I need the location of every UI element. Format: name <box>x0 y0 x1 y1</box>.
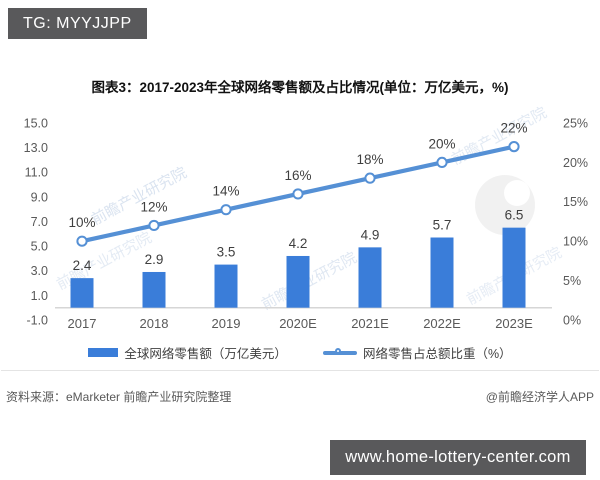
right-axis-tick: 10% <box>563 235 588 249</box>
right-axis-tick: 0% <box>563 313 581 327</box>
bar <box>214 264 238 308</box>
bar-value-label: 4.2 <box>289 236 308 251</box>
line-value-label: 12% <box>140 199 167 214</box>
left-axis-tick: 9.0 <box>31 190 48 204</box>
x-axis-category-label: 2020E <box>279 316 317 331</box>
bar-value-label: 6.5 <box>505 208 524 223</box>
right-axis-tick: 20% <box>563 156 588 170</box>
source-note: 资料来源：eMarketer 前瞻产业研究院整理 <box>6 390 232 404</box>
x-axis-category-label: 2017 <box>68 316 97 331</box>
left-axis-tick: -1.0 <box>26 313 48 327</box>
bar <box>502 227 526 308</box>
line-value-label: 16% <box>284 168 311 183</box>
line-marker <box>148 219 160 232</box>
watermark-text: 前瞻产业研究院 <box>88 163 189 228</box>
line-marker <box>292 188 304 200</box>
watermark-logo-notch <box>504 180 530 206</box>
line-marker <box>220 204 232 216</box>
line-value-label: 20% <box>428 136 455 151</box>
left-axis-tick: 15.0 <box>24 116 48 130</box>
bar <box>70 278 94 308</box>
line-value-label: 22% <box>500 121 527 136</box>
line-marker <box>436 156 448 169</box>
left-axis-tick: 5.0 <box>31 240 48 254</box>
bar-value-label: 5.7 <box>433 218 452 233</box>
chart-bottom-border <box>1 370 599 371</box>
x-axis-category-label: 2023E <box>495 316 533 331</box>
bar-value-label: 2.9 <box>145 252 164 267</box>
left-axis-tick: 11.0 <box>25 166 48 180</box>
left-axis-tick: 3.0 <box>31 264 48 278</box>
line-swatch-marker <box>334 347 341 354</box>
line-marker <box>76 235 88 247</box>
telegram-badge: TG: MYYJJPP <box>8 8 147 39</box>
line-value-label: 10% <box>68 215 95 230</box>
chart-canvas: 前瞻产业研究院前瞻产业研究院前瞻产业研究院前瞻产业研究院前瞻产业研究院15.01… <box>24 105 588 331</box>
left-axis-tick: 1.0 <box>31 289 48 303</box>
line-series-swatch <box>322 347 357 358</box>
line-marker <box>508 141 520 153</box>
left-axis-tick: 13.0 <box>24 141 48 155</box>
x-axis-category-label: 2021E <box>351 316 389 331</box>
bar-series-swatch <box>88 348 119 357</box>
chart-title: 图表3：2017-2023年全球网络零售额及占比情况(单位：万亿美元，%) <box>91 80 509 95</box>
website-url: www.home-lottery-center.com <box>345 448 571 466</box>
credit-note: @前瞻经济学人APP <box>485 390 594 404</box>
line-value-label: 14% <box>212 184 239 199</box>
line-value-label: 18% <box>356 152 383 167</box>
legend-item-retail-sales: 全球网络零售额（万亿美元） <box>88 343 287 362</box>
line-marker <box>364 172 376 184</box>
bar <box>286 255 310 308</box>
right-axis-tick: 5% <box>563 274 581 288</box>
chart-legend: 全球网络零售额（万亿美元） 网络零售占总额比重（%） <box>0 344 600 361</box>
bar-value-label: 2.4 <box>73 258 92 273</box>
x-axis-category-label: 2022E <box>423 316 461 331</box>
bar-value-label: 3.5 <box>217 245 236 260</box>
website-banner[interactable]: www.home-lottery-center.com <box>330 440 586 475</box>
footer: 资料来源：eMarketer 前瞻产业研究院整理 @前瞻经济学人APP <box>0 388 600 404</box>
legend-label-share: 网络零售占总额比重（%） <box>362 347 512 361</box>
x-axis-category-label: 2018 <box>140 316 169 331</box>
bar <box>142 271 166 308</box>
x-axis-category-label: 2019 <box>212 316 241 331</box>
legend-item-share: 网络零售占总额比重（%） <box>322 343 512 362</box>
left-axis-tick: 7.0 <box>31 215 48 229</box>
bar-value-label: 4.9 <box>361 227 380 242</box>
legend-label-retail-sales: 全球网络零售额（万亿美元） <box>124 347 287 361</box>
telegram-badge-label: TG: MYYJJPP <box>23 14 132 32</box>
bar <box>358 247 382 308</box>
bar <box>430 237 454 308</box>
right-axis-tick: 15% <box>563 195 588 209</box>
right-axis-tick: 25% <box>563 116 588 130</box>
